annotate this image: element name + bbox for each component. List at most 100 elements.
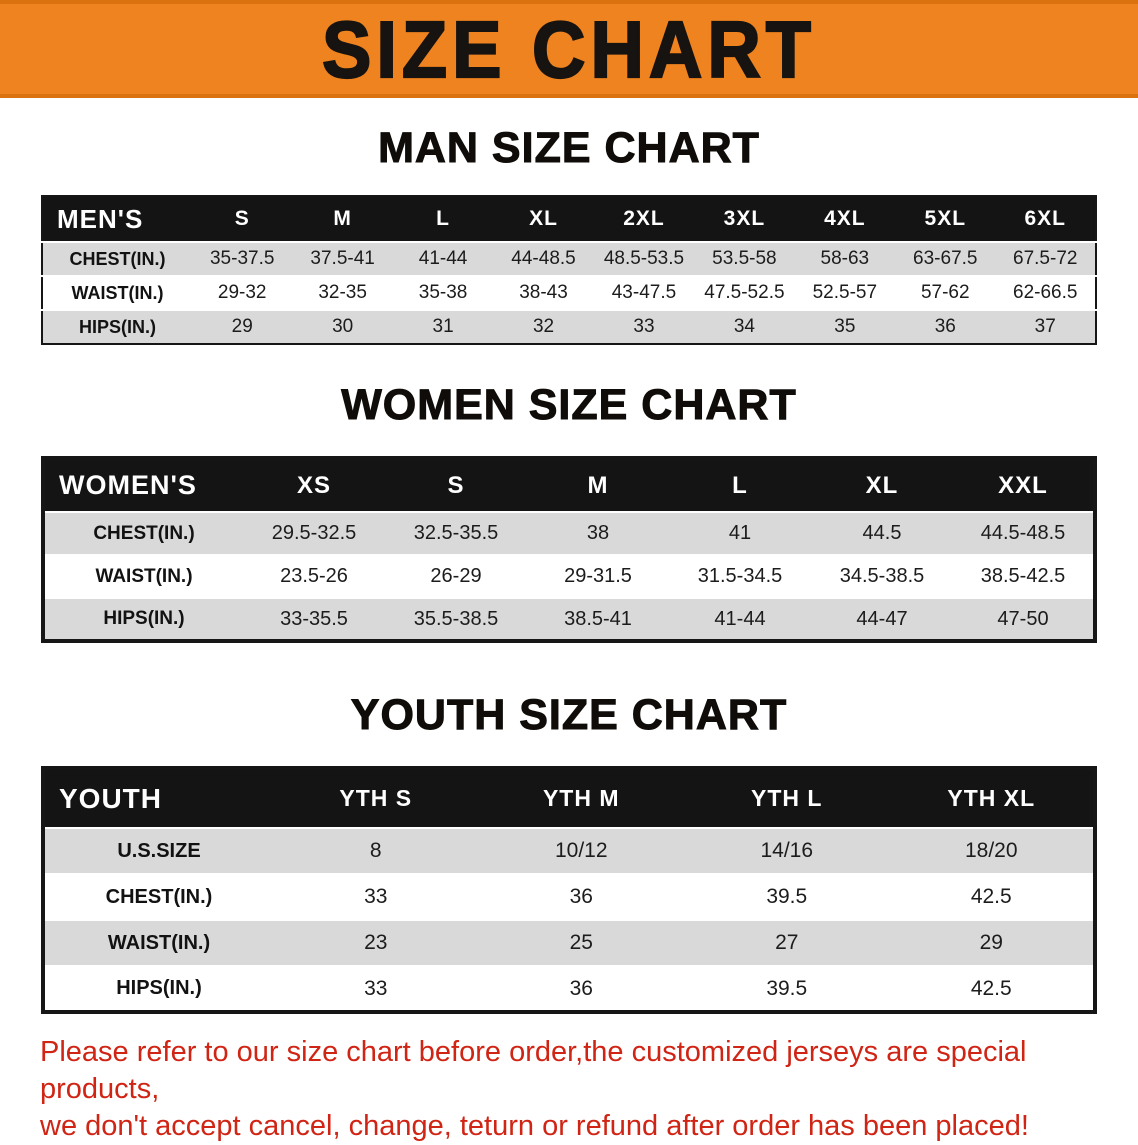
- size-value-cell: 32-35: [318, 282, 367, 303]
- disclaimer-text: Please refer to our size chart before or…: [40, 1034, 1100, 1145]
- size-column-header: M: [587, 471, 609, 499]
- size-value-cell: 29: [979, 931, 1003, 954]
- size-column-header: 2XL: [623, 207, 665, 230]
- size-value-cell: 38.5-41: [564, 607, 632, 630]
- size-value-cell: 38.5-42.5: [980, 565, 1066, 587]
- men-size-chart-heading: MAN SIZE CHART: [378, 124, 760, 173]
- size-value-cell: 31: [432, 316, 454, 337]
- size-value-cell: 26-29: [430, 565, 482, 587]
- size-column-header: L: [732, 471, 748, 499]
- size-value-cell: 35: [834, 316, 856, 337]
- table-corner-label: MEN'S: [57, 203, 144, 234]
- measurement-row: WAIST(IN.) 23.5-26 26-29 29-31.5 31.5-34.5 34…: [43, 555, 1095, 598]
- table-corner-label: YOUTH: [59, 782, 162, 814]
- size-value-cell: 43-47.5: [611, 282, 677, 303]
- row-label: WAIST(IN.): [95, 565, 193, 587]
- size-value-cell: 29-32: [217, 282, 267, 303]
- size-value-cell: 44-47: [856, 607, 908, 630]
- measurement-row: WAIST(IN.) 23 25 27 29: [43, 920, 1095, 966]
- size-column-header: M: [333, 207, 352, 230]
- size-value-cell: 37.5-41: [310, 248, 375, 269]
- size-value-cell: 35-37.5: [209, 248, 275, 269]
- size-value-cell: 44.5: [862, 522, 902, 544]
- size-value-cell: 62-66.5: [1013, 282, 1078, 303]
- men-size-chart-section: MAN SIZE CHART MEN'S S M L XL 2XL 3XL 4XL 5XL 6XL…: [0, 124, 1138, 345]
- size-value-cell: 36: [569, 976, 593, 1000]
- size-column-header: YTH S: [339, 785, 413, 811]
- size-column-header: S: [234, 207, 250, 230]
- row-label: CHEST(IN.): [105, 885, 213, 908]
- page-title: SIZE CHART: [321, 3, 816, 95]
- size-value-cell: 36: [934, 316, 956, 337]
- row-label: U.S.SIZE: [117, 839, 201, 862]
- men-size-table: MEN'S S M L XL 2XL 3XL 4XL 5XL 6XL CHEST(IN.) 35-37…: [41, 195, 1097, 345]
- size-column-header: XL: [529, 207, 558, 230]
- size-column-header: L: [436, 207, 450, 230]
- size-value-cell: 31.5-34.5: [697, 565, 783, 587]
- size-column-header: 3XL: [723, 207, 766, 230]
- size-column-header: YTH M: [542, 785, 620, 811]
- size-value-cell: 33: [364, 976, 388, 1000]
- women-size-chart-section: WOMEN SIZE CHART WOMEN'S XS S M L XL XXL CHEST(…: [0, 381, 1138, 643]
- size-value-cell: 35-38: [418, 282, 468, 303]
- size-value-cell: 34: [733, 316, 755, 337]
- size-value-cell: 32: [532, 316, 555, 337]
- size-value-cell: 41-44: [418, 248, 468, 269]
- measurement-row: CHEST(IN.) 35-37.5 37.5-41 41-44 44-48.5 48.5…: [42, 242, 1096, 276]
- size-column-header: XS: [296, 471, 331, 499]
- row-label: HIPS(IN.): [78, 316, 156, 337]
- measurement-row: U.S.SIZE 8 10/12 14/16 18/20: [43, 828, 1095, 874]
- youth-size-chart-heading: YOUTH SIZE CHART: [350, 691, 788, 740]
- size-column-header: XXL: [998, 471, 1048, 499]
- size-value-cell: 42.5: [970, 885, 1012, 908]
- size-value-cell: 33-35.5: [280, 607, 348, 630]
- size-value-cell: 35.5-38.5: [413, 607, 499, 630]
- size-column-header: S: [447, 471, 465, 499]
- size-value-cell: 47-50: [997, 607, 1049, 630]
- size-value-cell: 57-62: [920, 282, 970, 303]
- size-value-cell: 47.5-52.5: [704, 282, 785, 303]
- row-label: HIPS(IN.): [116, 977, 202, 999]
- measurement-row: HIPS(IN.) 33 36 39.5 42.5: [43, 966, 1095, 1012]
- size-column-header: YTH L: [751, 785, 823, 811]
- table-header-row: YOUTH YTH S YTH M YTH L YTH XL: [43, 768, 1095, 828]
- size-value-cell: 30: [332, 316, 354, 337]
- size-value-cell: 23.5-26: [280, 565, 348, 587]
- size-value-cell: 32.5-35.5: [413, 522, 499, 544]
- row-label: WAIST(IN.): [71, 282, 164, 303]
- size-value-cell: 39.5: [766, 976, 808, 1000]
- size-value-cell: 58-63: [820, 248, 870, 269]
- title-banner: SIZE CHART: [0, 0, 1138, 98]
- women-size-chart-heading: WOMEN SIZE CHART: [341, 381, 797, 430]
- youth-size-table: YOUTH YTH S YTH M YTH L YTH XL U.S.SIZE 8 10/12…: [41, 766, 1097, 1014]
- measurement-row: HIPS(IN.) 29 30 31 32 33 34 35 36 37: [42, 310, 1096, 344]
- size-value-cell: 33: [364, 885, 388, 908]
- size-column-header: 6XL: [1024, 207, 1066, 230]
- size-value-cell: 44.5-48.5: [980, 522, 1066, 544]
- size-value-cell: 25: [569, 931, 593, 954]
- women-size-table: WOMEN'S XS S M L XL XXL CHEST(IN.) 29.5-32.5 32.5…: [41, 456, 1097, 643]
- disclaimer-line-1: Please refer to our size chart before or…: [40, 1036, 1027, 1105]
- size-column-header: XL: [865, 471, 899, 499]
- size-value-cell: 34.5-38.5: [839, 565, 925, 587]
- table-header-row: MEN'S S M L XL 2XL 3XL 4XL 5XL 6XL: [42, 196, 1096, 242]
- row-label: WAIST(IN.): [107, 931, 211, 954]
- measurement-row: CHEST(IN.) 33 36 39.5 42.5: [43, 874, 1095, 920]
- size-value-cell: 23: [364, 931, 388, 954]
- disclaimer-line-2: we don't accept cancel, change, teturn o…: [40, 1110, 1029, 1142]
- size-value-cell: 18/20: [964, 839, 1018, 862]
- measurement-row: CHEST(IN.) 29.5-32.5 32.5-35.5 38 41 44.5 44.5…: [43, 512, 1095, 555]
- row-label: CHEST(IN.): [93, 522, 195, 544]
- size-value-cell: 41: [728, 522, 752, 544]
- row-label: CHEST(IN.): [69, 248, 166, 269]
- size-value-cell: 48.5-53.5: [603, 248, 685, 269]
- size-value-cell: 38: [586, 522, 610, 544]
- size-value-cell: 41-44: [714, 607, 766, 630]
- size-value-cell: 52.5-57: [812, 282, 878, 303]
- measurement-row: WAIST(IN.) 29-32 32-35 35-38 38-43 43-47.5 47.…: [42, 276, 1096, 310]
- size-value-cell: 14/16: [760, 839, 814, 862]
- size-value-cell: 8: [369, 839, 382, 862]
- size-value-cell: 38-43: [519, 282, 568, 303]
- table-header-row: WOMEN'S XS S M L XL XXL: [43, 458, 1095, 512]
